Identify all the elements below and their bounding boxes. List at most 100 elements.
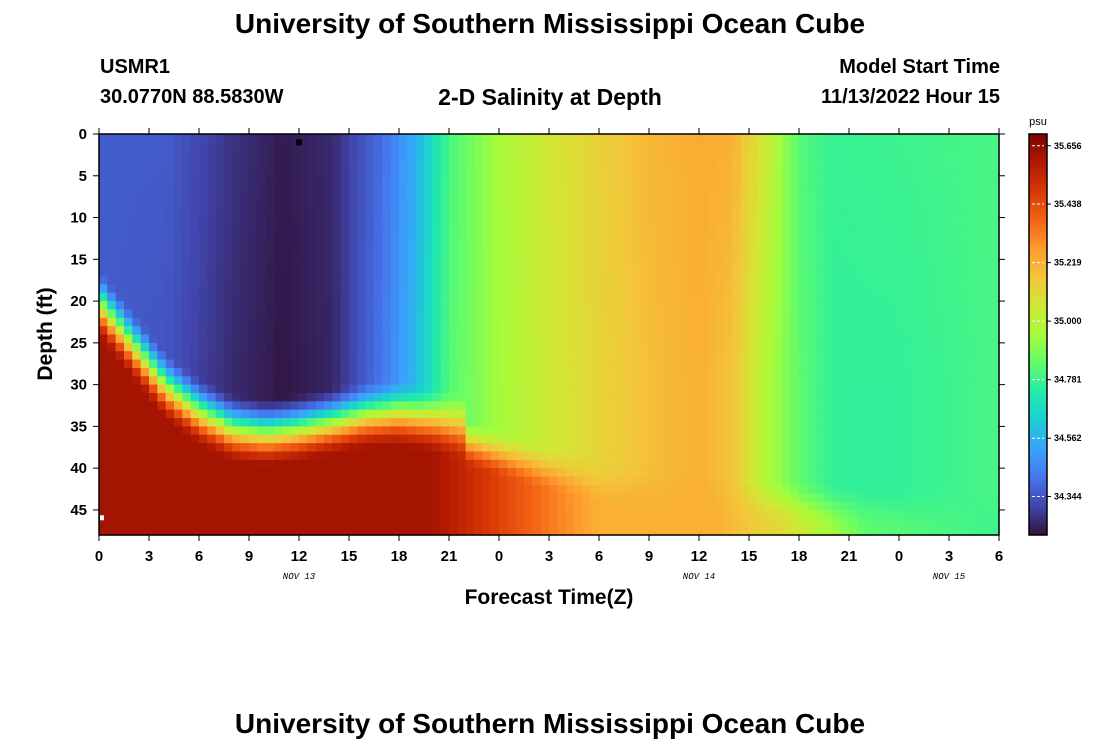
heatmap-cell: [599, 292, 608, 302]
heatmap-cell: [149, 225, 158, 235]
heatmap-cell: [265, 351, 275, 361]
heatmap-cell: [807, 342, 817, 352]
heatmap-cell: [240, 326, 250, 336]
heatmap-cell: [499, 242, 508, 252]
heatmap-cell: [349, 234, 358, 244]
heatmap-cell: [107, 167, 117, 177]
heatmap-cell: [190, 401, 200, 411]
heatmap-cell: [815, 259, 825, 269]
heatmap-cell: [224, 184, 233, 194]
heatmap-cell: [740, 301, 750, 311]
heatmap-cell: [332, 443, 342, 453]
heatmap-cell: [132, 468, 142, 478]
heatmap-cell: [882, 250, 892, 260]
heatmap-cell: [165, 384, 175, 394]
heatmap-cell: [907, 242, 917, 252]
heatmap-cell: [257, 284, 267, 294]
heatmap-cell: [674, 409, 683, 419]
heatmap-cell: [607, 401, 617, 411]
heatmap-cell: [365, 476, 375, 486]
heatmap-cell: [424, 225, 433, 235]
heatmap-cell: [449, 518, 458, 528]
heatmap-cell: [857, 292, 867, 302]
heatmap-cell: [332, 409, 342, 419]
heatmap-cell: [590, 342, 600, 352]
heatmap-cell: [565, 284, 575, 294]
heatmap-cell: [824, 476, 833, 486]
heatmap-cell: [590, 351, 600, 361]
heatmap-cell: [215, 175, 225, 185]
heatmap-cell: [732, 351, 742, 361]
heatmap-cell: [190, 242, 200, 252]
heatmap-cell: [290, 418, 300, 427]
heatmap-cell: [357, 292, 367, 302]
heatmap-cell: [132, 376, 142, 386]
heatmap-cell: [657, 334, 667, 344]
heatmap-cell: [824, 376, 833, 386]
heatmap-cell: [357, 267, 367, 277]
heatmap-cell: [749, 200, 758, 210]
heatmap-cell: [457, 326, 467, 336]
heatmap-cell: [474, 326, 483, 336]
heatmap-cell: [174, 217, 183, 227]
heatmap-cell: [515, 225, 525, 235]
heatmap-cell: [474, 493, 483, 503]
heatmap-cell: [840, 493, 850, 503]
heatmap-cell: [815, 142, 825, 152]
heatmap-cell: [715, 359, 725, 369]
heatmap-cell: [790, 476, 800, 486]
heatmap-cell: [682, 509, 692, 519]
heatmap-cell: [699, 209, 708, 219]
heatmap-cell: [590, 493, 600, 503]
heatmap-cell: [290, 468, 300, 478]
heatmap-cell: [190, 276, 200, 285]
heatmap-cell: [490, 334, 500, 344]
heatmap-cell: [649, 225, 658, 235]
heatmap-cell: [115, 242, 125, 252]
heatmap-cell: [707, 518, 717, 528]
heatmap-cell: [782, 418, 792, 427]
heatmap-cell: [107, 401, 117, 411]
heatmap-cell: [732, 259, 742, 269]
heatmap-cell: [540, 401, 550, 411]
heatmap-cell: [315, 242, 325, 252]
heatmap-cell: [557, 267, 567, 277]
heatmap-cell: [515, 209, 525, 219]
heatmap-cell: [740, 518, 750, 528]
heatmap-cell: [899, 309, 908, 319]
heatmap-cell: [865, 518, 875, 528]
heatmap-cell: [707, 259, 717, 269]
heatmap-cell: [207, 418, 217, 427]
heatmap-cell: [390, 242, 400, 252]
heatmap-cell: [782, 217, 792, 227]
heatmap-cell: [307, 526, 317, 536]
heatmap-cell: [665, 359, 675, 369]
heatmap-cell: [190, 451, 200, 461]
heatmap-cell: [282, 159, 292, 169]
heatmap-cell: [232, 501, 242, 511]
heatmap-cell: [582, 184, 592, 194]
heatmap-cell: [174, 468, 183, 478]
heatmap-cell: [382, 334, 392, 344]
heatmap-cell: [582, 493, 592, 503]
heatmap-cell: [207, 342, 217, 352]
heatmap-cell: [282, 175, 292, 185]
heatmap-cell: [540, 317, 550, 327]
heatmap-cell: [732, 192, 742, 202]
heatmap-cell: [365, 225, 375, 235]
heatmap-cell: [132, 426, 142, 436]
heatmap-cell: [515, 443, 525, 453]
heatmap-cell: [107, 418, 117, 427]
heatmap-cell: [790, 150, 800, 160]
heatmap-cell: [374, 134, 383, 143]
heatmap-cell: [782, 184, 792, 194]
heatmap-cell: [865, 259, 875, 269]
heatmap-cell: [224, 384, 233, 394]
heatmap-cell: [290, 309, 300, 319]
heatmap-cell: [790, 250, 800, 260]
heatmap-cell: [415, 167, 425, 177]
heatmap-cell: [182, 384, 192, 394]
heatmap-cell: [499, 292, 508, 302]
heatmap-cell: [840, 159, 850, 169]
heatmap-cell: [282, 317, 292, 327]
